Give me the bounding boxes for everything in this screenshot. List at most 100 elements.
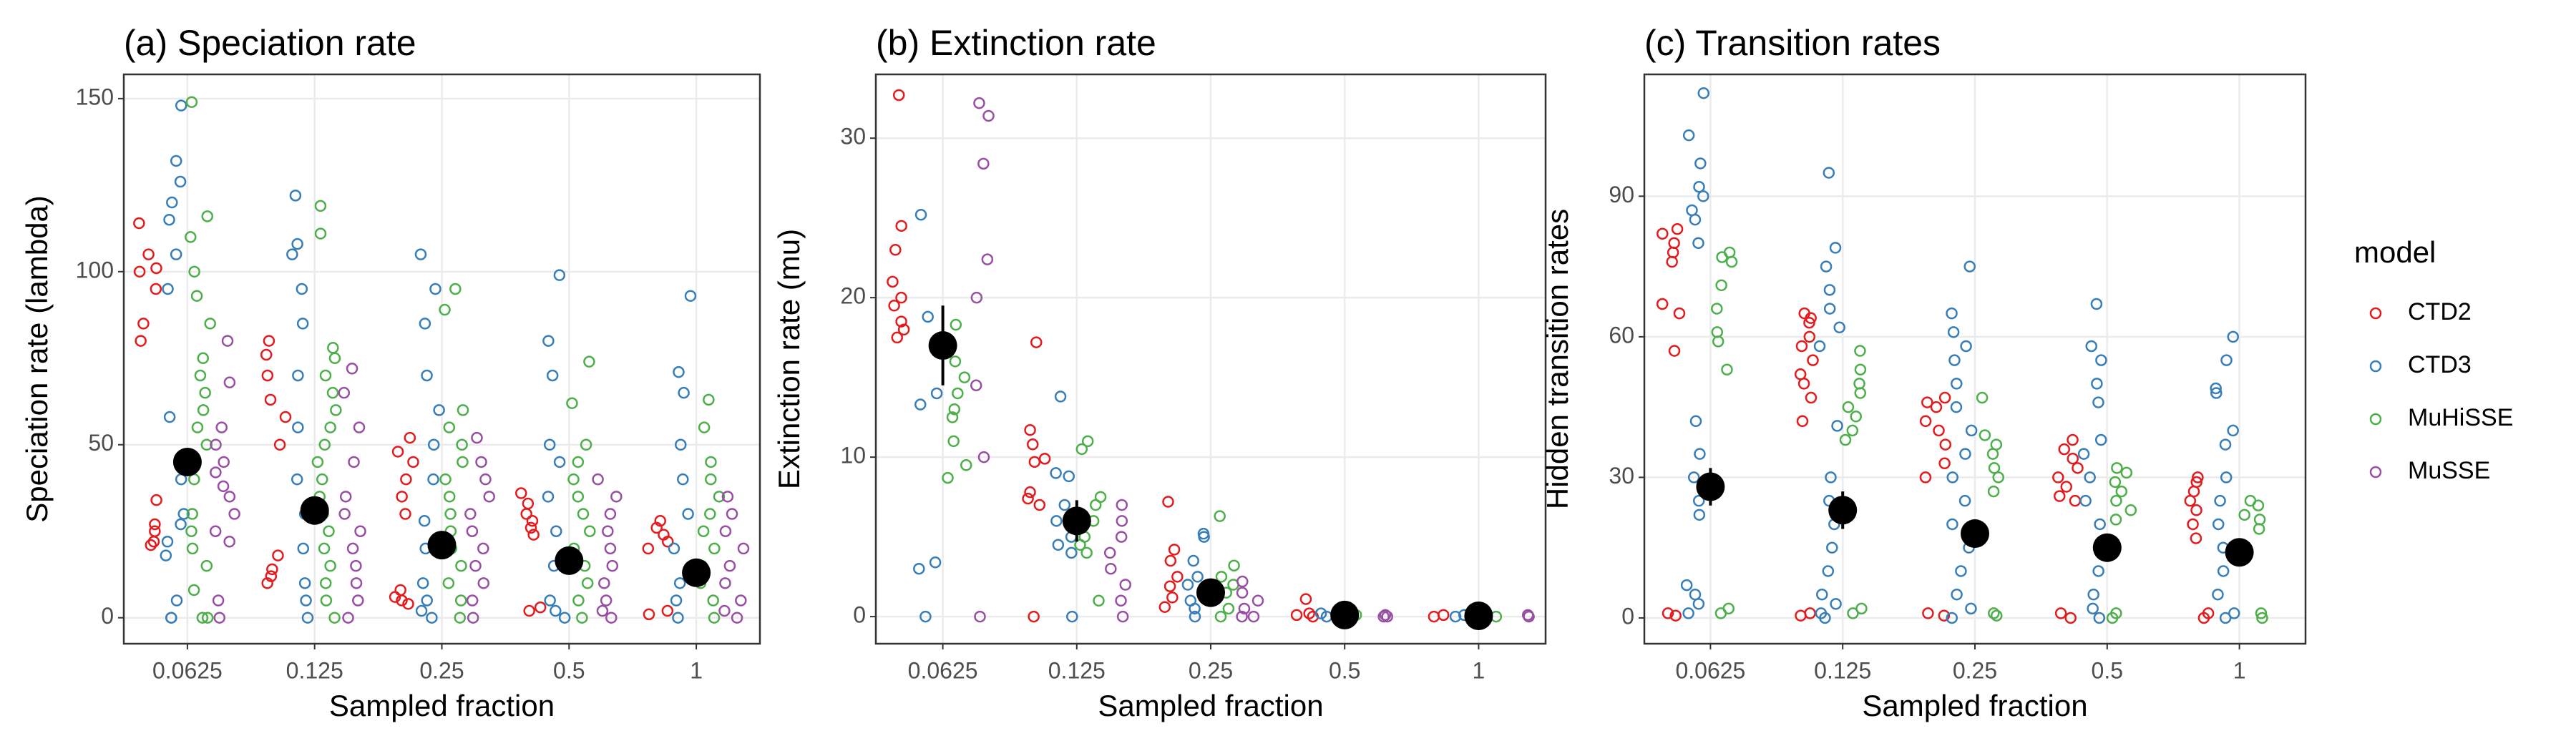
point: [605, 612, 618, 624]
point: [404, 431, 416, 444]
point: [726, 508, 738, 520]
point: [1825, 471, 1837, 484]
point: [174, 175, 187, 188]
point: [1682, 607, 1694, 619]
y-tick-label: 10: [840, 443, 866, 468]
panel-title: (a) Speciation rate: [124, 23, 416, 63]
point: [1662, 607, 1674, 619]
point: [888, 300, 900, 312]
point: [654, 514, 666, 527]
point: [544, 594, 556, 607]
point: [1026, 438, 1039, 451]
point: [668, 542, 680, 555]
point: [895, 220, 907, 232]
point: [1116, 515, 1128, 527]
point: [1990, 609, 2003, 622]
point: [209, 525, 222, 537]
point: [723, 559, 736, 572]
point: [273, 438, 286, 451]
point: [661, 536, 674, 548]
point: [272, 549, 284, 561]
point: [1946, 612, 1958, 624]
point: [1988, 607, 2000, 619]
point: [1030, 336, 1043, 348]
point: [1075, 443, 1088, 456]
point: [456, 438, 468, 451]
point: [1946, 307, 1958, 320]
point: [572, 594, 585, 607]
point: [1247, 610, 1260, 623]
point: [949, 355, 962, 368]
point: [735, 594, 747, 607]
point: [2052, 471, 2064, 484]
point: [414, 248, 427, 260]
point: [946, 411, 959, 423]
point: [2072, 462, 2084, 474]
point: [566, 397, 578, 409]
point: [185, 525, 197, 537]
point: [204, 318, 216, 330]
point: [1959, 448, 1971, 460]
point: [1725, 255, 1738, 268]
point: [1022, 492, 1034, 505]
point: [604, 508, 617, 520]
point: [914, 208, 927, 221]
point: [2197, 612, 2210, 624]
point: [396, 491, 408, 503]
point: [1236, 575, 1249, 588]
point: [316, 473, 328, 486]
point: [163, 213, 175, 226]
x-tick-label: 1: [2233, 657, 2246, 683]
point: [286, 248, 298, 260]
legend-marker: [2369, 307, 2382, 320]
x-tick-label: 0.125: [1814, 657, 1871, 683]
point: [213, 612, 226, 624]
point: [1689, 213, 1702, 226]
point: [650, 521, 663, 534]
point: [2217, 565, 2230, 577]
mean-point: [300, 496, 329, 525]
point: [1191, 571, 1204, 583]
point: [2094, 433, 2107, 446]
point: [1823, 284, 1836, 296]
point: [580, 438, 592, 451]
point: [1795, 609, 1807, 622]
point: [2190, 532, 2202, 544]
point: [1222, 602, 1235, 615]
point: [149, 518, 161, 531]
point: [1687, 471, 1700, 484]
point: [684, 290, 697, 302]
point: [2184, 494, 2197, 507]
point: [346, 542, 359, 555]
point: [2187, 518, 2199, 531]
point: [887, 275, 899, 288]
point: [1712, 335, 1724, 348]
mean-point: [172, 447, 202, 476]
point: [1721, 363, 1733, 376]
point: [643, 608, 655, 621]
point: [1813, 340, 1826, 353]
point: [477, 577, 490, 589]
point: [2087, 602, 2099, 615]
point: [583, 355, 595, 368]
point: [161, 536, 174, 548]
point: [292, 421, 304, 433]
point: [196, 612, 209, 624]
point: [314, 227, 327, 240]
point: [137, 318, 150, 330]
point: [1668, 345, 1681, 357]
point: [2111, 462, 2123, 474]
point: [1093, 594, 1105, 607]
point: [150, 494, 162, 506]
point: [1116, 499, 1128, 511]
point: [190, 290, 203, 302]
point: [1379, 609, 1392, 622]
point: [674, 438, 687, 451]
point: [584, 525, 596, 537]
point: [1803, 316, 1815, 329]
points: [1656, 87, 2268, 624]
x-tick-label: 0.0625: [908, 657, 978, 683]
point: [135, 335, 147, 347]
point: [1669, 609, 1682, 622]
point: [1050, 515, 1063, 527]
